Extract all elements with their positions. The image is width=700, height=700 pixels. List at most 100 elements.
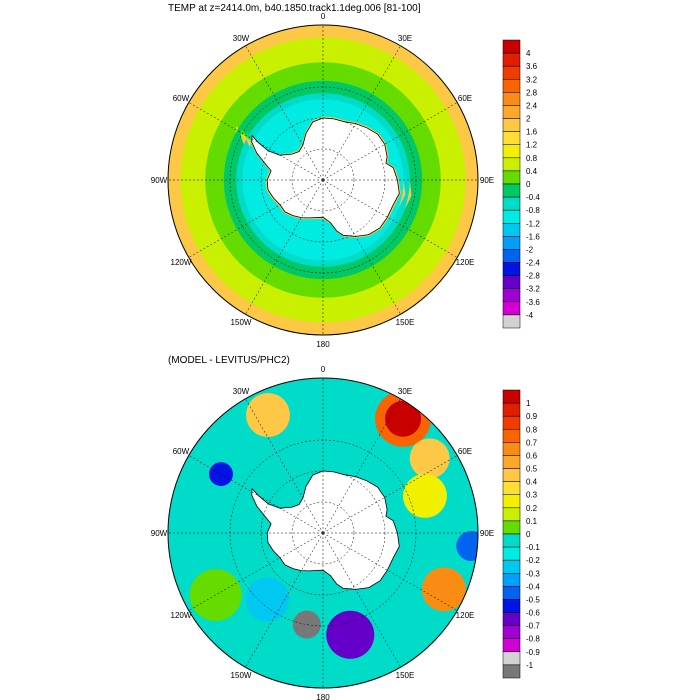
meridian-line xyxy=(188,455,324,534)
colorbar-label: 2.8 xyxy=(526,88,538,97)
longitude-label: 120W xyxy=(171,611,192,620)
colorbar-label: 3.6 xyxy=(526,62,538,71)
colorbar-label: -2 xyxy=(526,245,534,254)
longitude-label: 60E xyxy=(458,447,472,456)
colorbar-swatch xyxy=(502,275,521,289)
anomaly-blob xyxy=(326,610,375,659)
colorbar-label: -1.2 xyxy=(526,219,540,228)
colorbar-swatch xyxy=(502,402,521,417)
colorbar-swatch xyxy=(502,131,521,145)
colorbar-swatch xyxy=(502,209,521,224)
colorbar-label: -0.8 xyxy=(526,206,540,215)
longitude-label: 60W xyxy=(173,447,190,456)
colorbar-label: -0.5 xyxy=(526,595,540,604)
colorbar-label: -0.1 xyxy=(526,543,540,552)
colorbar-label: 4 xyxy=(526,49,531,58)
temp-field xyxy=(168,25,478,335)
colorbar-label: -0.4 xyxy=(526,582,540,591)
colorbar-label: 0.4 xyxy=(526,478,538,487)
colorbar-label: -0.9 xyxy=(526,648,540,657)
colorbar-swatch xyxy=(502,92,521,106)
colorbar-swatch xyxy=(502,468,521,482)
meridian-line xyxy=(245,532,324,668)
longitude-label: 0 xyxy=(321,12,326,21)
map-rim xyxy=(167,24,479,336)
colorbar-swatch xyxy=(502,651,521,666)
colorbar-label: -0.4 xyxy=(526,193,540,202)
latitude-circle xyxy=(291,148,355,212)
longitude-label: 60W xyxy=(173,94,190,103)
anomaly-blob xyxy=(402,473,447,518)
colorbar-swatch xyxy=(502,105,521,119)
colorbar-swatch xyxy=(502,39,521,54)
colorbar-swatch xyxy=(502,196,521,211)
colorbar-label: -1 xyxy=(526,661,534,670)
colorbar-label: 2.4 xyxy=(526,101,538,110)
colorbar-label: 0.9 xyxy=(526,412,538,421)
temp-colorbar: 4 3.6 3.2 2.8 2.4 2 1.6 1.2 0.8 0.4 0 -0.4 -0.8 -1.2 -… xyxy=(502,39,540,329)
colorbar-label: 0.6 xyxy=(526,451,538,460)
colorbar-label: -3.2 xyxy=(526,285,540,294)
colorbar-label: 0.8 xyxy=(526,425,538,434)
colorbar-swatch xyxy=(502,559,521,574)
colorbar-label: 3.2 xyxy=(526,75,538,84)
colorbar-label: 0 xyxy=(526,530,531,539)
meridian-line xyxy=(188,102,324,181)
colorbar-swatch xyxy=(502,533,521,548)
colorbar-label: -1.6 xyxy=(526,232,540,241)
colorbar-label: 0.8 xyxy=(526,154,538,163)
colorbar-label: -0.2 xyxy=(526,556,540,565)
meridian-line xyxy=(188,532,324,611)
colorbar-swatch xyxy=(502,494,521,509)
meridian-line xyxy=(322,398,401,534)
colorbar-swatch xyxy=(502,599,521,613)
band-m08 xyxy=(242,99,404,261)
anomaly-blob xyxy=(456,530,478,561)
colorbar-label: 0.1 xyxy=(526,517,538,526)
anomaly-blob xyxy=(385,400,422,437)
longitude-label: 120E xyxy=(456,611,475,620)
meridian-line xyxy=(322,45,401,181)
longitude-label: 120E xyxy=(456,258,475,267)
temp-map: 0 30E 60E 90E 120E 150E 180 150W 120W 90W 60W 30W 4 3… xyxy=(151,12,541,349)
colorbar-swatch xyxy=(502,65,521,80)
colorbar-swatch xyxy=(502,612,521,626)
colorbar-label: 0.3 xyxy=(526,491,538,500)
colorbar-label: -2.8 xyxy=(526,272,540,281)
map-rim xyxy=(167,377,479,689)
longitude-label: 150E xyxy=(396,671,415,680)
colorbar-swatch xyxy=(502,520,521,535)
meridian-line xyxy=(322,532,401,668)
colorbar-swatch xyxy=(502,301,521,316)
anomaly-blob xyxy=(421,567,466,612)
colorbar-label: -2.4 xyxy=(526,259,540,268)
anomaly-blob xyxy=(409,438,450,479)
colorbar-swatch xyxy=(502,638,521,653)
colorbar-swatch xyxy=(502,170,521,185)
colorbar-label: -0.6 xyxy=(526,609,540,618)
longitude-label: 120W xyxy=(171,258,192,267)
colorbar-swatch xyxy=(502,586,521,600)
colorbar-label: -0.3 xyxy=(526,569,540,578)
longitude-label: 90E xyxy=(480,529,494,538)
colorbar-swatch xyxy=(502,183,521,198)
colorbar-swatch xyxy=(502,144,521,159)
colorbar-swatch xyxy=(502,415,521,430)
longitude-label: 30W xyxy=(233,387,250,396)
colorbar-label: -0.8 xyxy=(526,635,540,644)
colorbar-swatch xyxy=(502,157,521,172)
colorbar-swatch xyxy=(502,79,521,93)
antarctica-land xyxy=(251,117,400,237)
anomaly-blob xyxy=(292,610,321,639)
colorbar-label: 0.2 xyxy=(526,504,538,513)
colorbar-label: 0.5 xyxy=(526,465,538,474)
colorbar-label: 1.6 xyxy=(526,128,538,137)
colorbar-swatch xyxy=(502,573,521,587)
meridian-line xyxy=(322,455,458,534)
colorbar-swatch xyxy=(502,52,521,67)
colorbar-swatch xyxy=(502,249,521,263)
colorbar-swatch xyxy=(502,481,521,495)
antarctica-land xyxy=(251,470,400,590)
meridian-line xyxy=(245,45,324,181)
colorbar-swatch xyxy=(502,546,521,561)
